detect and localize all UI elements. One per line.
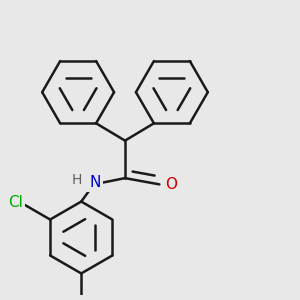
Text: O: O xyxy=(165,177,177,192)
Text: Cl: Cl xyxy=(8,195,23,210)
Text: N: N xyxy=(90,175,101,190)
Text: H: H xyxy=(71,173,82,187)
